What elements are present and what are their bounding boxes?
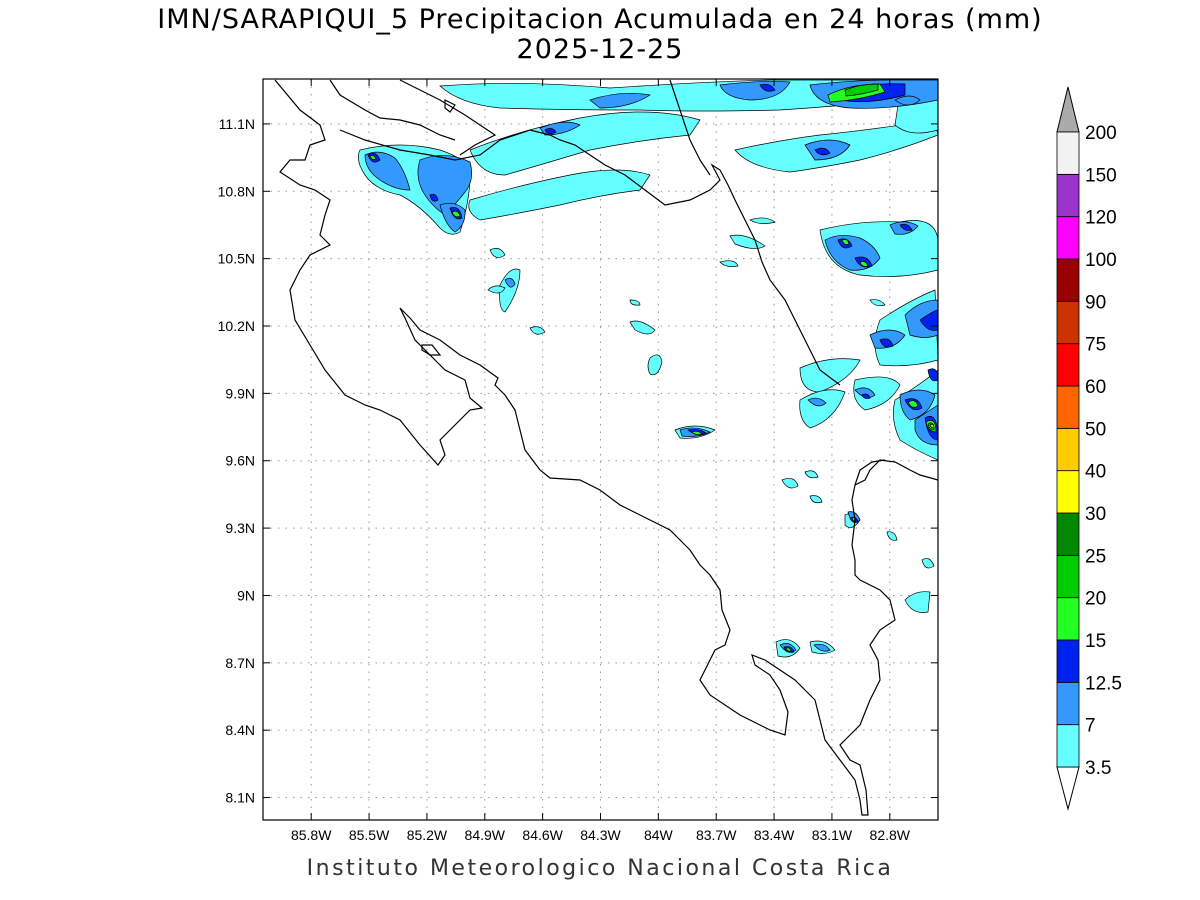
coastline [274,79,938,816]
colorbar-level-label: 3.5 [1085,758,1111,779]
y-axis: 11.1N 10.8N 10.5N 10.2N 9.9N 9.6N 9.3N 9N 8.7N 8.… [218,116,938,806]
colorbar-level-label: 100 [1085,250,1117,271]
x-tick-label: 83.1W [812,827,853,843]
colorbar-swatch [1056,173,1080,218]
colorbar-swatch [1056,131,1080,175]
colorbar-swatch [1056,724,1080,768]
colorbar-swatch [1056,258,1080,302]
x-tick-label: 82.8W [870,827,911,843]
colorbar-swatch [1056,216,1080,260]
colorbar-swatch [1056,470,1080,514]
y-tick-label: 9.3N [225,520,255,536]
y-tick-label: 10.5N [218,251,255,267]
colorbar-swatch [1056,343,1080,387]
colorbar-swatch [1056,385,1080,429]
x-tick-label: 83.4W [754,827,795,843]
grid-lines [263,79,938,820]
colorbar-legend: 3.5 7 12.5 15 20 25 30 40 50 60 75 90 100 120 150 200 [1056,86,1122,811]
x-tick-label: 84W [644,827,674,843]
x-tick-label: 84.3W [580,827,621,843]
colorbar-swatch [1056,597,1080,641]
colorbar-swatch [1056,681,1080,726]
colorbar-level-label: 50 [1085,419,1106,440]
colorbar-level-label: 150 [1085,165,1117,186]
y-tick-label: 9.6N [225,453,255,469]
colorbar-level-label: 200 [1085,123,1117,144]
colorbar-level-label: 15 [1085,631,1106,652]
y-tick-label: 10.2N [218,318,255,334]
colorbar-level-label: 60 [1085,377,1106,398]
footer-credit: Instituto Meteorologico Nacional Costa R… [306,856,894,881]
y-tick-label: 10.8N [218,183,255,199]
colorbar-swatch [1056,300,1080,345]
x-tick-label: 85.5W [349,827,390,843]
colorbar-level-label: 90 [1085,292,1106,313]
x-tick-label: 85.2W [407,827,448,843]
colorbar-swatch [1056,554,1080,599]
colorbar-swatch [1056,639,1080,683]
x-tick-label: 84.9W [465,827,506,843]
colorbar-arrow-bottom [1056,766,1080,811]
colorbar-level-label: 75 [1085,335,1106,356]
y-tick-label: 8.4N [225,722,255,738]
colorbar-level-label: 20 [1085,589,1106,610]
colorbar-level-label: 40 [1085,462,1106,483]
y-tick-label: 9.9N [225,385,255,401]
colorbar-level-label: 25 [1085,546,1106,567]
colorbar-swatch [1056,512,1080,556]
y-tick-label: 8.7N [225,655,255,671]
y-tick-label: 11.1N [219,116,255,132]
y-tick-label: 9N [237,587,255,603]
colorbar-arrow-top [1056,86,1080,133]
colorbar-swatch [1056,427,1080,472]
colorbar-level-label: 12.5 [1085,673,1122,694]
y-tick-label: 8.1N [225,790,255,806]
x-axis: 85.8W 85.5W 85.2W 84.9W 84.6W 84.3W 84W 83.7W 83… [291,79,911,843]
colorbar-level-label: 120 [1085,208,1117,229]
x-tick-label: 85.8W [291,827,332,843]
colorbar-level-label: 7 [1085,716,1096,737]
map-date: 2025-12-25 [516,34,684,65]
precipitation-contours [358,79,938,658]
border-line [339,79,886,486]
x-tick-label: 83.7W [696,827,737,843]
x-tick-label: 84.6W [522,827,563,843]
map-title: IMN/SARAPIQUI_5 Precipitacion Acumulada … [157,4,1043,35]
colorbar-level-label: 30 [1085,504,1106,525]
